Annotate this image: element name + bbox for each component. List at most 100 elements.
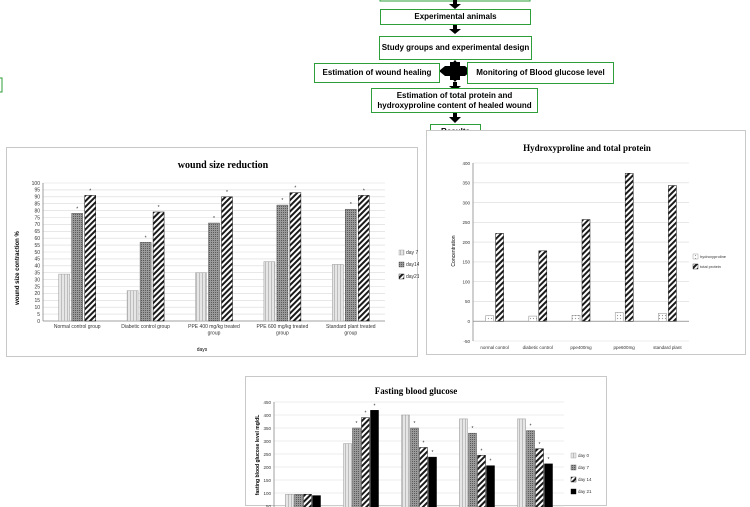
bar-day14 [140,242,151,321]
bar-day-0 [402,415,410,507]
y-tick-label: 90 [34,195,40,201]
x-category-label: group [276,331,289,337]
bar-day-14 [478,455,486,507]
chart-title: Hydroxyproline and total protein [523,143,651,153]
x-category-label: diabetic control [523,345,553,350]
bar-day-14 [304,494,312,507]
bar-day-7 [59,274,70,321]
x-axis-label: days [197,347,208,353]
hydroxyproline-chart-panel: Hydroxyproline and total protein Concent… [426,130,746,355]
significance-label: * [423,441,425,447]
bar-hydroxyproline [529,316,537,321]
significance-label: * [281,198,283,204]
x-category-label: standard plant [653,345,682,350]
y-tick-label: 300 [263,439,271,444]
y-tick-label: 400 [462,161,470,166]
legend-label: day14 [406,262,419,268]
y-axis-label: fasting blood glucose level mg/dL [255,415,261,496]
significance-label: * [490,459,492,465]
bar-day-7 [411,428,419,507]
legend-swatch [399,274,404,279]
bar-day-21 [429,457,437,507]
bar-day-0 [518,419,526,507]
bar-hydroxyproline [486,316,494,322]
legend-swatch [399,262,404,267]
significance-label: * [294,186,296,192]
bar-total-protein [625,173,633,321]
x-category-label: PPE 600 mg/kg treated [257,324,309,330]
y-tick-label: 20 [34,291,40,297]
bar-day14 [277,205,288,321]
flow-box-blood-glucose: Monitoring of Blood glucose level [467,62,614,84]
flow-side-mark [0,78,2,92]
y-tick-label: 250 [462,220,470,225]
significance-label: * [363,188,365,194]
bar-day14 [345,209,356,321]
bar-day21 [153,212,164,321]
significance-label: * [539,442,541,448]
legend-swatch [693,264,698,269]
significance-label: * [530,424,532,430]
y-tick-label: 150 [462,260,470,265]
bar-day21 [290,193,301,321]
bar-hydroxyproline [615,313,623,322]
bar-day-21 [545,464,553,507]
legend-label: day21 [406,274,419,280]
y-tick-label: 250 [263,452,271,457]
significance-label: * [432,450,434,456]
y-tick-label: 55 [34,243,40,249]
y-tick-label: 350 [263,426,271,431]
bar-day-0 [344,444,352,507]
y-tick-label: 95 [34,188,40,194]
y-tick-label: 100 [263,491,271,496]
bar-day-7 [127,291,138,321]
significance-label: * [76,206,78,212]
legend-swatch [571,477,576,482]
y-tick-label: -50 [463,339,470,344]
x-category-label: group [208,331,221,337]
bar-day21 [358,195,369,321]
bar-total-protein [496,233,504,321]
bar-day-7 [353,428,361,507]
bar-day-7 [332,264,343,321]
y-tick-label: 400 [263,413,271,418]
significance-label: * [548,457,550,463]
y-tick-label: 75 [34,215,40,221]
y-tick-label: 15 [34,298,40,304]
x-category-label: ppe400mg [570,345,592,350]
bar-day-21 [487,466,495,507]
flow-box-wound-healing: Estimation of wound healing [314,63,440,83]
bar-day-7 [196,273,207,321]
significance-label: * [145,235,147,241]
bar-day21 [222,197,233,321]
flow-box-experimental-animals: Experimental animals [380,9,531,25]
x-category-label: group [344,331,357,337]
legend-swatch [693,254,698,259]
bar-hydroxyproline [572,315,580,321]
bar-day-7 [527,431,535,507]
significance-label: * [356,421,358,427]
bar-total-protein [539,251,547,321]
y-axis-label: Concentration [451,235,457,266]
y-tick-label: 0 [467,319,470,324]
legend-label: day 7 [406,250,418,256]
y-axis-label: wound size contraction % [15,231,21,306]
y-tick-label: 80 [34,208,40,214]
x-category-label: Standard plant treated [326,324,376,330]
down-arrow-icon [449,25,461,34]
significance-label: * [365,411,367,417]
y-tick-label: 100 [32,181,41,187]
wound-size-chart-panel: wound size reduction wound size contract… [6,147,418,357]
y-tick-label: 450 [263,400,271,405]
significance-label: * [472,426,474,432]
significance-label: * [89,188,91,194]
legend-label: day 0 [578,453,590,458]
bar-day14 [209,223,220,321]
y-tick-label: 40 [34,264,40,270]
y-tick-label: 350 [462,181,470,186]
significance-label: * [374,403,376,409]
x-category-label: PPE 400 mg/kg treated [188,324,240,330]
chart-title: Fasting blood glucose [375,386,458,396]
y-tick-label: 100 [462,279,470,284]
legend-swatch [571,453,576,458]
